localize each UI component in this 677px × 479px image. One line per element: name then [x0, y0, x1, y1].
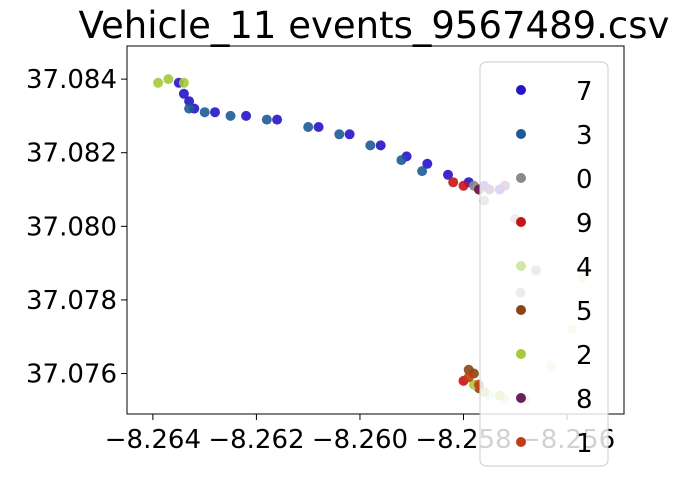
chart-title: Vehicle_11 events_9567489.csv: [79, 4, 670, 47]
legend-label: 0: [576, 165, 593, 195]
y-tick-label: 37.082: [26, 139, 117, 169]
legend-marker: [516, 129, 526, 139]
data-point-series-3: [396, 155, 407, 166]
legend-marker: [516, 217, 526, 227]
legend-label: 4: [576, 253, 593, 283]
legend-marker: [516, 305, 526, 315]
data-point-series-1: [463, 372, 474, 383]
data-point-series-3: [417, 166, 428, 177]
data-point-series-7: [313, 122, 324, 132]
legend-marker: [516, 349, 526, 359]
data-point-series-3: [365, 140, 376, 151]
data-point-series-2: [178, 77, 189, 88]
data-point-series-7: [344, 129, 355, 140]
plot-area-frame: [126, 45, 625, 415]
data-point-series-7: [184, 96, 195, 107]
x-tick-label: −8.264: [105, 425, 201, 455]
legend-label: 5: [576, 297, 593, 327]
legend: 7 3 0 9 4 5 2 8 1: [479, 61, 609, 467]
legend-marker: [516, 393, 526, 403]
legend-frame: [479, 61, 609, 467]
data-point-series-3: [184, 103, 195, 114]
x-tick-label: −8.262: [208, 425, 304, 455]
data-point-series-7: [178, 88, 189, 99]
legend-label: 8: [576, 385, 593, 415]
data-point-series-7: [241, 110, 252, 121]
data-point-series-7: [422, 158, 433, 169]
data-point-series-3: [199, 107, 210, 118]
legend-marker: [516, 85, 526, 95]
data-point-series-3: [225, 110, 236, 121]
data-point-series-3: [303, 122, 314, 132]
legend-label: 7: [576, 77, 593, 107]
data-point-series-7: [272, 114, 283, 125]
legend-marker: [516, 261, 526, 271]
y-tick-label: 37.084: [26, 65, 117, 95]
legend-label: 9: [576, 209, 593, 239]
y-tick-label: 37.078: [26, 286, 117, 316]
legend-label: 2: [576, 341, 593, 371]
legend-label: 1: [576, 429, 593, 459]
data-point-series-9: [458, 180, 469, 191]
data-point-series-9: [448, 177, 459, 188]
y-tick-label: 37.076: [26, 360, 117, 390]
y-axis: 37.076 37.078 37.080 37.082 37.084: [26, 65, 127, 390]
data-point-series-7: [443, 169, 453, 180]
data-point-series-2: [153, 77, 164, 88]
data-point-series-2: [163, 74, 174, 85]
data-point-series-3: [261, 114, 272, 125]
data-point-series-7: [375, 140, 386, 151]
legend-marker: [516, 173, 526, 183]
legend-marker: [516, 437, 526, 447]
x-tick-label: −8.260: [312, 425, 408, 455]
data-point-series-7: [210, 107, 220, 118]
y-tick-label: 37.080: [26, 212, 117, 242]
data-point-series-3: [334, 129, 345, 140]
legend-label: 3: [576, 121, 593, 151]
